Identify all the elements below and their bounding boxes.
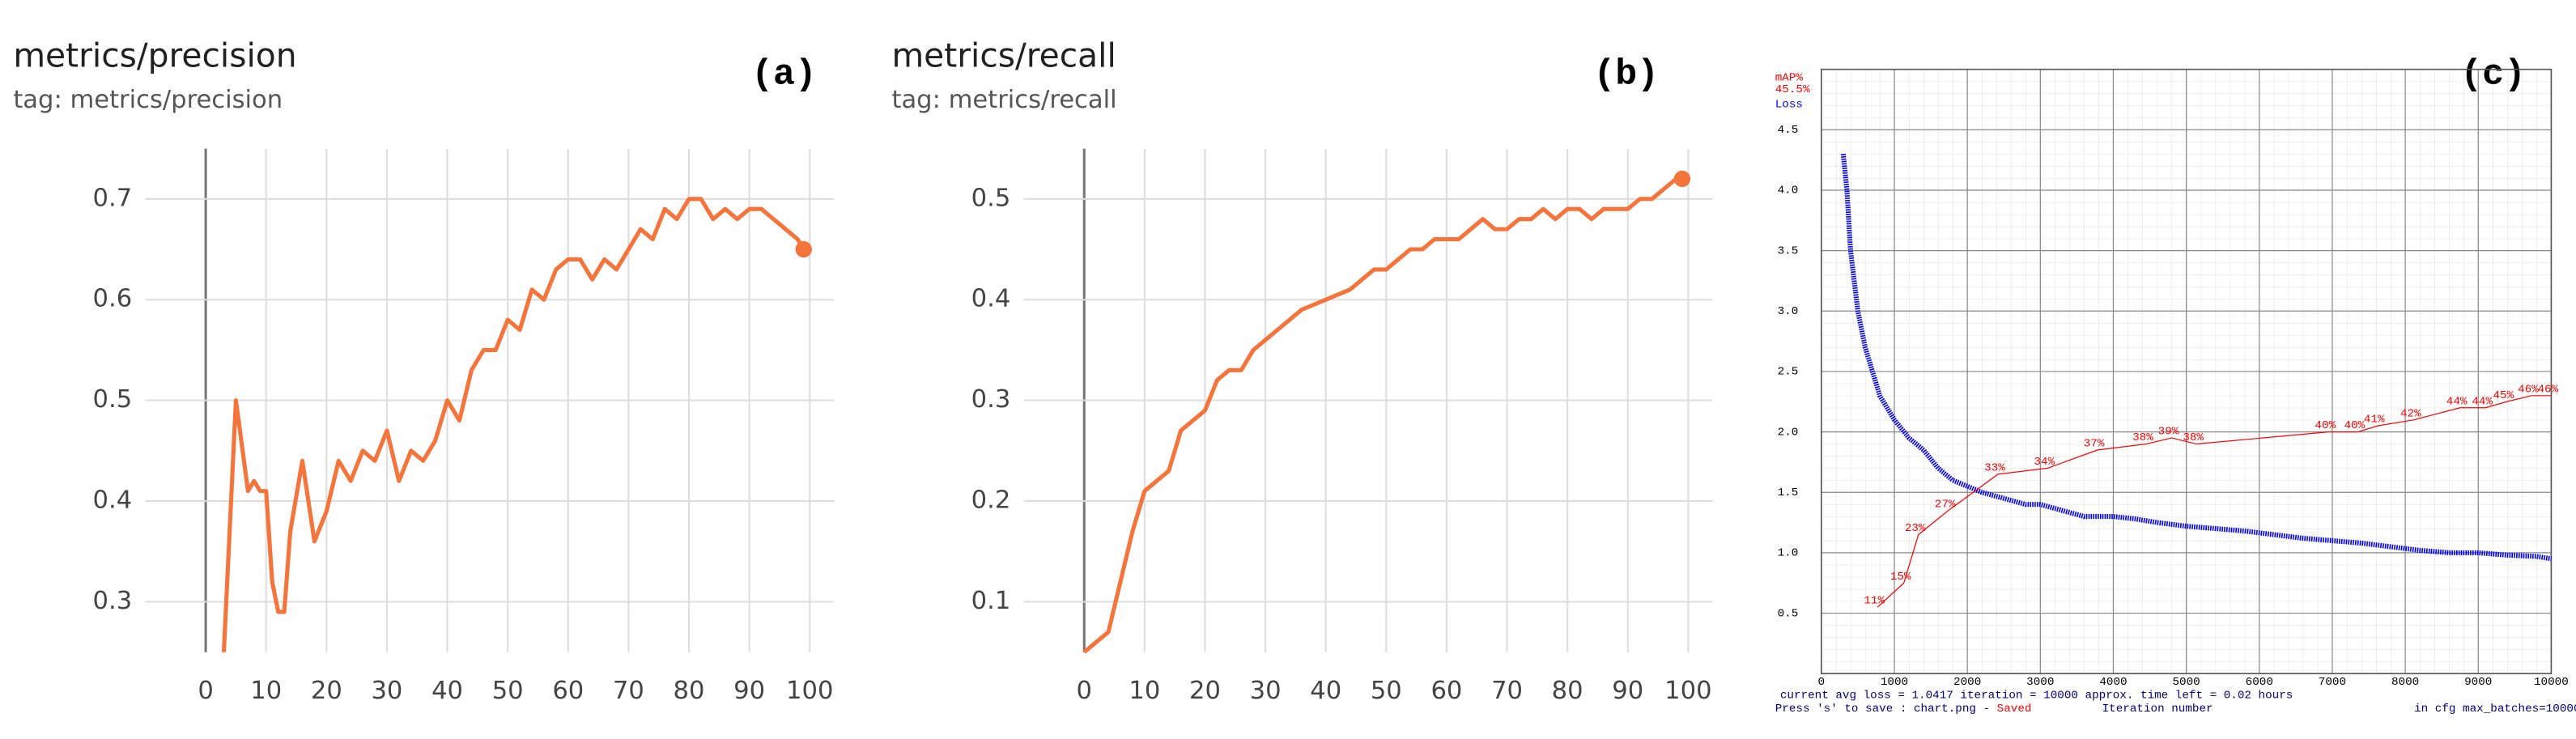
x-tick-label: 80	[1552, 677, 1583, 705]
panel-label: (b)	[1593, 55, 1659, 96]
x-tick-label: 0	[198, 677, 213, 705]
data-label: 33%	[1984, 461, 2005, 474]
data-label: 11%	[1864, 595, 1885, 608]
legend-entry: mAP%	[1775, 72, 1804, 85]
status-line: current avg loss = 1.0417 iteration = 10…	[1780, 690, 2293, 703]
x-tick-label: 10000	[2534, 676, 2569, 689]
x-tick-label: 30	[371, 677, 402, 705]
data-label: 41%	[2364, 414, 2385, 427]
data-label: 44%	[2472, 395, 2493, 408]
data-label: 34%	[2034, 456, 2055, 469]
x-tick-label: 70	[613, 677, 644, 705]
data-label: 38%	[2132, 431, 2153, 444]
y-tick-label: 1.0	[1778, 547, 1799, 560]
y-tick-label: 0.4	[93, 486, 133, 515]
x-tick-label: 80	[674, 677, 705, 705]
y-tick-label: 0.3	[93, 587, 133, 615]
end-marker	[1673, 170, 1691, 188]
save-prompt: Press 's' to save : chart.png - Saved	[1775, 703, 2032, 716]
y-tick-label: 3.5	[1778, 244, 1799, 257]
x-tick-label: 9000	[2464, 676, 2492, 689]
y-tick-label: 4.0	[1778, 185, 1799, 197]
data-label: 23%	[1905, 522, 1926, 535]
data-label: 38%	[2183, 431, 2204, 444]
y-tick-label: 2.0	[1778, 426, 1799, 439]
save-prompt-text: Press 's' to save : chart.png -	[1775, 703, 1997, 716]
x-tick-label: 70	[1491, 677, 1523, 705]
max-batches-note: in cfg max_batches=10000	[2414, 703, 2576, 716]
data-label: 40%	[2315, 419, 2336, 432]
x-tick-label: 3000	[2026, 676, 2054, 689]
x-tick-label: 100	[786, 677, 833, 705]
y-tick-label: 1.5	[1778, 486, 1799, 499]
x-tick-label: 10	[250, 677, 282, 705]
save-status: Saved	[1997, 703, 2032, 716]
x-tick-label: 8000	[2391, 676, 2419, 689]
data-label: 44%	[2446, 395, 2468, 408]
chart-title: metrics/precision	[13, 36, 296, 74]
y-tick-label: 0.7	[93, 184, 133, 212]
x-tick-label: 7000	[2319, 676, 2346, 689]
x-tick-label: 30	[1250, 677, 1282, 705]
x-tick-label: 0	[1077, 677, 1092, 705]
data-label: 39%	[2158, 426, 2179, 439]
y-tick-label: 0.2	[971, 486, 1011, 515]
y-tick-label: 0.1	[971, 587, 1011, 615]
x-tick-label: 1000	[1881, 676, 1908, 689]
x-tick-label: 20	[311, 677, 342, 705]
x-tick-label: 4000	[2099, 676, 2127, 689]
data-label: 46%	[2518, 383, 2539, 396]
chart-subtitle: tag: metrics/recall	[891, 86, 1116, 114]
chart-subtitle: tag: metrics/precision	[13, 86, 283, 114]
data-label: 27%	[1935, 498, 1956, 511]
legend-entry: Loss	[1775, 98, 1803, 111]
data-label: 37%	[2084, 438, 2105, 451]
x-tick-label: 50	[1371, 677, 1402, 705]
x-tick-label: 0	[1818, 676, 1826, 689]
y-tick-label: 3.0	[1778, 305, 1799, 318]
x-tick-label: 60	[552, 677, 584, 705]
x-tick-label: 10	[1129, 677, 1160, 705]
panel-label: (c)	[2460, 55, 2526, 96]
data-label: 45%	[2493, 389, 2514, 402]
y-tick-label: 0.6	[93, 285, 133, 313]
data-label: 15%	[1890, 571, 1911, 584]
x-tick-label: 40	[431, 677, 463, 705]
x-tick-label: 90	[733, 677, 765, 705]
series-line	[221, 197, 806, 652]
panel-label: (a)	[751, 55, 817, 96]
y-tick-label: 2.5	[1778, 366, 1799, 379]
x-tick-label: 40	[1310, 677, 1341, 705]
data-label: 42%	[2400, 407, 2421, 420]
plot-frame	[1821, 68, 2553, 675]
x-tick-label: 90	[1612, 677, 1643, 705]
y-tick-label: 4.5	[1778, 124, 1799, 137]
series-line	[1877, 395, 2552, 608]
x-tick-label: 60	[1430, 677, 1462, 705]
y-tick-label: 0.5	[93, 385, 133, 414]
x-tick-label: 20	[1189, 677, 1221, 705]
data-label: 40%	[2344, 419, 2366, 432]
y-tick-label: 0.5	[1778, 607, 1799, 620]
y-tick-label: 0.4	[971, 285, 1011, 313]
x-tick-label: 5000	[2172, 676, 2200, 689]
y-tick-label: 0.3	[971, 385, 1011, 414]
best-map: 45.5%	[1775, 83, 1810, 96]
series-line	[1082, 176, 1682, 654]
x-tick-label: 2000	[1953, 676, 1981, 689]
series-line	[1840, 153, 2552, 562]
end-marker	[795, 240, 812, 258]
x-tick-label: 100	[1664, 677, 1711, 705]
y-tick-label: 0.5	[971, 184, 1011, 212]
x-axis-label: Iteration number	[2102, 703, 2213, 716]
x-tick-label: 50	[492, 677, 524, 705]
data-label: 46%	[2537, 383, 2558, 396]
chart-title: metrics/recall	[891, 36, 1116, 74]
x-tick-label: 6000	[2246, 676, 2273, 689]
